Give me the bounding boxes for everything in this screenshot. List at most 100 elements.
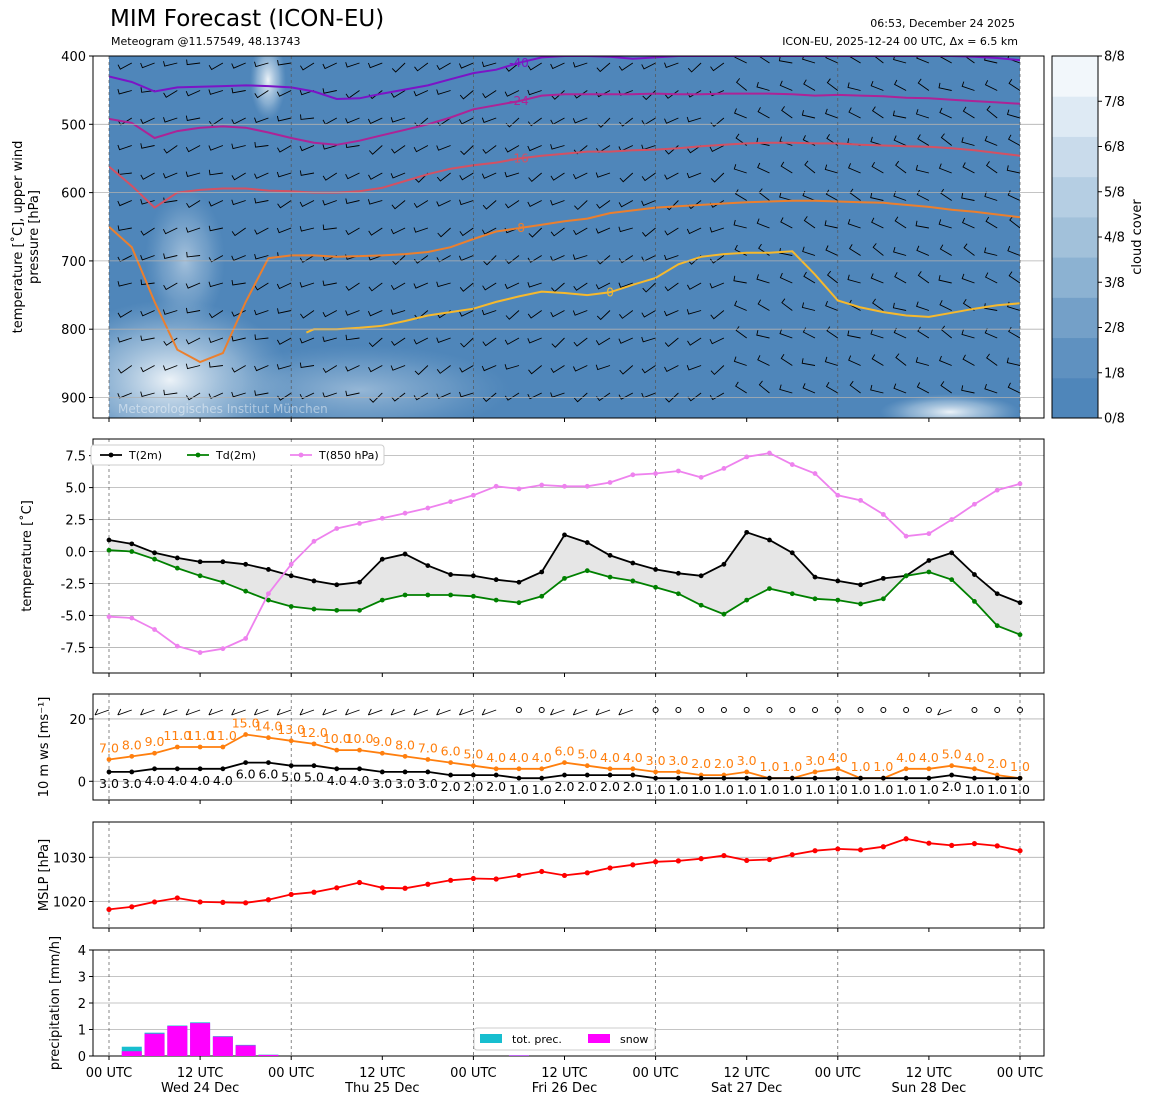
legend-entry: snow — [620, 1033, 648, 1046]
surface-wind-barb — [254, 708, 269, 716]
wind-barb — [504, 364, 520, 370]
data-point — [880, 575, 886, 581]
wind-barb — [758, 380, 770, 394]
wind-barb — [436, 172, 451, 182]
wind-barb — [254, 390, 269, 396]
data-point — [266, 567, 271, 572]
wind-barb — [459, 90, 474, 100]
wind-barb — [550, 200, 565, 206]
data-label: 1.0 — [828, 782, 848, 797]
wind-barb — [367, 62, 383, 69]
wind-barb — [436, 117, 451, 126]
data-point — [129, 549, 135, 554]
data-point — [539, 569, 545, 575]
data-point — [949, 577, 955, 583]
wind-barb — [572, 365, 588, 372]
wind-barb — [686, 365, 702, 371]
wind-barb — [367, 117, 383, 125]
wind-barb — [322, 144, 337, 150]
data-point — [471, 763, 476, 769]
wind-barb — [254, 117, 269, 123]
wind-barb — [369, 392, 383, 403]
data-label: 4.0 — [327, 773, 347, 788]
wind-barb — [915, 357, 930, 366]
wind-barb — [277, 145, 292, 153]
wind-barb — [915, 109, 930, 119]
data-point — [334, 582, 340, 588]
data-point — [220, 899, 226, 905]
wind-barb — [572, 172, 588, 180]
wind-barb — [162, 365, 178, 371]
wind-barb — [345, 117, 360, 124]
data-label: 4.0 — [486, 750, 506, 765]
data-label: 5.0 — [304, 770, 324, 785]
wind-barb — [756, 218, 770, 229]
surface-wind-barb — [94, 708, 110, 716]
colorbar-label: cloud cover — [1130, 199, 1145, 275]
data-label: 1.0 — [760, 759, 780, 774]
colorbar-segment — [1052, 176, 1098, 218]
data-point — [1017, 600, 1023, 606]
wind-barb — [186, 392, 201, 401]
data-point — [266, 735, 271, 741]
data-label: 3.0 — [737, 753, 757, 768]
data-point — [926, 766, 932, 772]
wind-barb — [482, 227, 497, 235]
wind-barb — [893, 79, 907, 91]
wind-barb — [709, 282, 725, 289]
wind-barb — [117, 365, 133, 374]
wind-barb — [573, 282, 588, 291]
data-label: 4.0 — [896, 750, 916, 765]
wind-barb — [391, 337, 406, 346]
wind-barb — [345, 227, 360, 236]
wind-barb — [322, 62, 337, 70]
data-label: 5.0 — [281, 770, 301, 785]
x-day-label: Sun 28 Dec — [892, 1081, 967, 1096]
wind-barb — [208, 337, 224, 343]
wind-barb — [208, 169, 223, 176]
data-point — [357, 579, 362, 585]
data-label: 4.0 — [350, 773, 370, 788]
data-point — [243, 900, 249, 906]
wind-barb — [734, 189, 747, 201]
wind-barb — [710, 255, 725, 264]
wind-barb — [185, 337, 201, 345]
isotherm-line — [109, 92, 1020, 146]
data-point — [949, 550, 955, 556]
data-point — [471, 593, 476, 599]
data-point — [972, 572, 977, 577]
data-label: 3.0 — [395, 776, 415, 791]
data-point — [539, 766, 545, 772]
wind-barb — [140, 143, 155, 149]
y-tick-label: 1020 — [53, 896, 86, 911]
wind-barb — [848, 163, 861, 174]
wind-barb — [550, 365, 565, 374]
wind-barb — [573, 145, 588, 155]
data-point — [880, 512, 886, 517]
wind-barb — [390, 227, 406, 235]
colorbar-tick-label: 1/8 — [1104, 366, 1125, 381]
x-day-label: Fri 26 Dec — [532, 1081, 597, 1096]
data-point — [471, 772, 476, 778]
wind-barb — [916, 56, 930, 64]
data-label: 1.0 — [987, 782, 1007, 797]
wind-barb — [109, 365, 110, 366]
calm-wind-marker — [675, 707, 682, 713]
wind-barb — [482, 282, 497, 291]
wind-barb — [734, 108, 747, 119]
data-point — [994, 843, 1000, 849]
data-label: 2.0 — [987, 756, 1007, 771]
surface-wind-barb — [390, 708, 406, 716]
wind-barb — [299, 282, 315, 288]
data-label: 7.0 — [418, 740, 438, 755]
data-label: 6.0 — [236, 767, 256, 782]
data-label: 7.0 — [99, 740, 119, 755]
wind-barb — [254, 142, 269, 148]
wind-barb — [185, 307, 201, 314]
wind-barb — [322, 365, 338, 374]
data-point — [698, 602, 704, 608]
panel-frame — [92, 438, 1045, 674]
data-point — [493, 766, 499, 772]
wind-barb — [1008, 78, 1020, 91]
